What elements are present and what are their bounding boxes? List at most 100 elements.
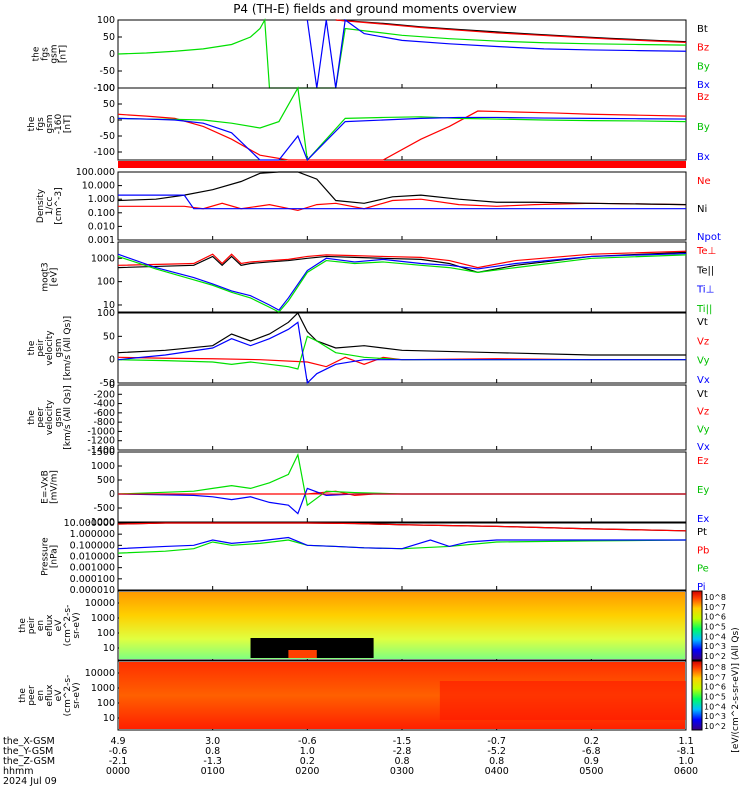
x-axis-value: 0.8: [489, 756, 504, 767]
y-axis-label: moqt3: [41, 262, 51, 291]
y-tick-label: 10: [103, 643, 115, 654]
colorbar-label: [eV/(cm^2-s-sr-eV)] (All Qs): [731, 627, 741, 752]
panel-peir-eflux: the peir en eflux eV (cm^2-s-sr-eV)10000 1000 1…: [18, 590, 726, 661]
y-tick-label: 0: [109, 355, 115, 366]
y-tick-label: -500: [93, 503, 115, 514]
y-axis-label: the: [27, 410, 37, 425]
x-axis-value: 1.0: [678, 756, 693, 767]
y-tick-label: 1000: [91, 683, 115, 694]
colorbar-tick: 10^7: [704, 673, 726, 682]
colorbar-tick: 10^2: [704, 652, 726, 661]
series-Vt-line: [117, 311, 686, 356]
legend-Vy: Vy: [697, 424, 710, 435]
y-tick-label: -1400: [87, 445, 115, 456]
x-axis-value: 0.9: [584, 756, 599, 767]
y-tick-label: 0.000100: [70, 574, 115, 585]
x-axis-value: 0200: [295, 766, 319, 777]
y-axis-label: -160: [54, 114, 64, 135]
y-axis-label: [nT]: [59, 45, 69, 63]
y-axis-label: peir: [27, 616, 37, 634]
colorbar: [691, 660, 703, 731]
series-Vy-line: [117, 335, 686, 370]
x-axis-value: 1.1: [678, 736, 693, 747]
legend-Ni: Ni: [697, 204, 707, 215]
y-axis-label: the: [18, 618, 28, 633]
y-tick-label: 0: [109, 380, 115, 391]
legend-Bz: Bz: [697, 43, 709, 54]
x-axis-value: -6.8: [582, 746, 601, 757]
y-axis-label: peer: [27, 685, 37, 706]
y-axis-label: en: [36, 690, 46, 701]
y-tick-label: -50: [99, 378, 115, 389]
y-axis-label: the: [27, 340, 37, 355]
legend-Vx: Vx: [697, 375, 710, 386]
y-axis-label: gsm: [50, 44, 60, 63]
panel-density: Density 1/cc [cm^-3] 100.000 10.000 1.000 0.10…: [36, 167, 721, 246]
plot-title: P4 (TH-E) fields and ground moments over…: [233, 2, 517, 16]
y-tick-label: 1000: [91, 613, 115, 624]
panel-temperature: moqt3 [eV] 1000 100 10 Te⊥ Te|| Ti⊥ Ti||: [41, 241, 716, 315]
legend-Bt: Bt: [697, 24, 708, 35]
legend-Bx: Bx: [697, 152, 710, 163]
y-axis-label: fgs: [41, 47, 51, 61]
x-axis-value: 4.9: [110, 736, 125, 747]
legend-Bz: Bz: [697, 92, 709, 103]
colorbar-tick: 10^5: [704, 693, 726, 702]
y-tick-label: 0.100000: [70, 540, 115, 551]
y-axis-label: the: [18, 688, 28, 703]
y-tick-label: -50: [99, 66, 115, 77]
legend-Vz: Vz: [697, 407, 709, 418]
series-Npot-line: [118, 194, 686, 210]
series-By-line: [117, 17, 687, 89]
y-tick-label: 50: [103, 331, 115, 342]
heatmap-no-data-region: [250, 638, 374, 658]
legend-Ez: Ez: [697, 456, 709, 467]
y-tick-label: 1500: [91, 447, 115, 458]
series-Ez-line: [118, 490, 686, 497]
y-tick-label: 100: [97, 277, 115, 288]
y-tick-label: 0.010000: [70, 552, 115, 563]
y-tick-label: -100: [93, 83, 115, 94]
x-axis-value: 0.2: [584, 736, 599, 747]
series-Vz-line: [117, 356, 686, 368]
legend-Pe: Pe: [697, 564, 709, 575]
y-tick-label: -600: [93, 408, 115, 419]
series-Bx-line: [117, 116, 687, 162]
series-Ti⊥-line: [117, 252, 687, 311]
y-tick-label: 1.000000: [70, 529, 115, 540]
series-Te⊥-line: [117, 250, 687, 269]
panel-pressure: Pressure [nPa]10.0000001.0000000.1000000.…: [41, 518, 710, 596]
legend-Te⊥: Te⊥: [696, 246, 716, 257]
legend-Vx: Vx: [697, 442, 710, 453]
y-axis-label: gsm: [54, 338, 64, 357]
x-axis-value: 0.2: [300, 756, 315, 767]
x-axis-value: 0100: [201, 766, 225, 777]
legend-By: By: [697, 61, 710, 72]
y-tick-label: 0.001: [88, 235, 115, 246]
y-axis-label: [eV]: [50, 268, 60, 287]
colorbar-tick: 10^6: [704, 683, 726, 692]
x-axis-value: -1.5: [393, 736, 412, 747]
y-tick-label: 0.100: [88, 208, 115, 219]
series-Pe-line: [117, 539, 687, 554]
x-axis-row-label: the_Z-GSM: [3, 756, 55, 767]
y-axis-label: the: [27, 116, 37, 131]
panel-fgs-dsl: the fgs gsm -160 [nT] 100 50 0 -50 -100 Bz By Bx: [27, 83, 710, 163]
legend-Pt: Pt: [697, 527, 707, 538]
y-axis-label: [km/s (All Qs)]: [63, 385, 73, 449]
panel-frame: [117, 19, 687, 89]
legend-Npot: Npot: [697, 232, 721, 243]
panel-frame: [117, 171, 687, 241]
y-axis-label: gsm: [54, 408, 64, 427]
y-tick-label: 500: [97, 475, 115, 486]
panel-efield: E=-VxB [mV/m] 1500 1000 500 0 -500 -1000 Ez Ey Ex: [41, 447, 710, 528]
y-tick-label: 0: [109, 115, 115, 126]
y-tick-label: 100: [97, 698, 115, 709]
legend-Vy: Vy: [697, 356, 710, 367]
y-tick-label: -200: [93, 389, 115, 400]
y-axis-label: eV: [54, 619, 64, 632]
colorbar: [691, 590, 703, 661]
legend-Ex: Ex: [697, 514, 709, 525]
panel-peir-velocity: the peir velocity gsm [km/s (All Qs)]100500-…: [27, 308, 710, 389]
